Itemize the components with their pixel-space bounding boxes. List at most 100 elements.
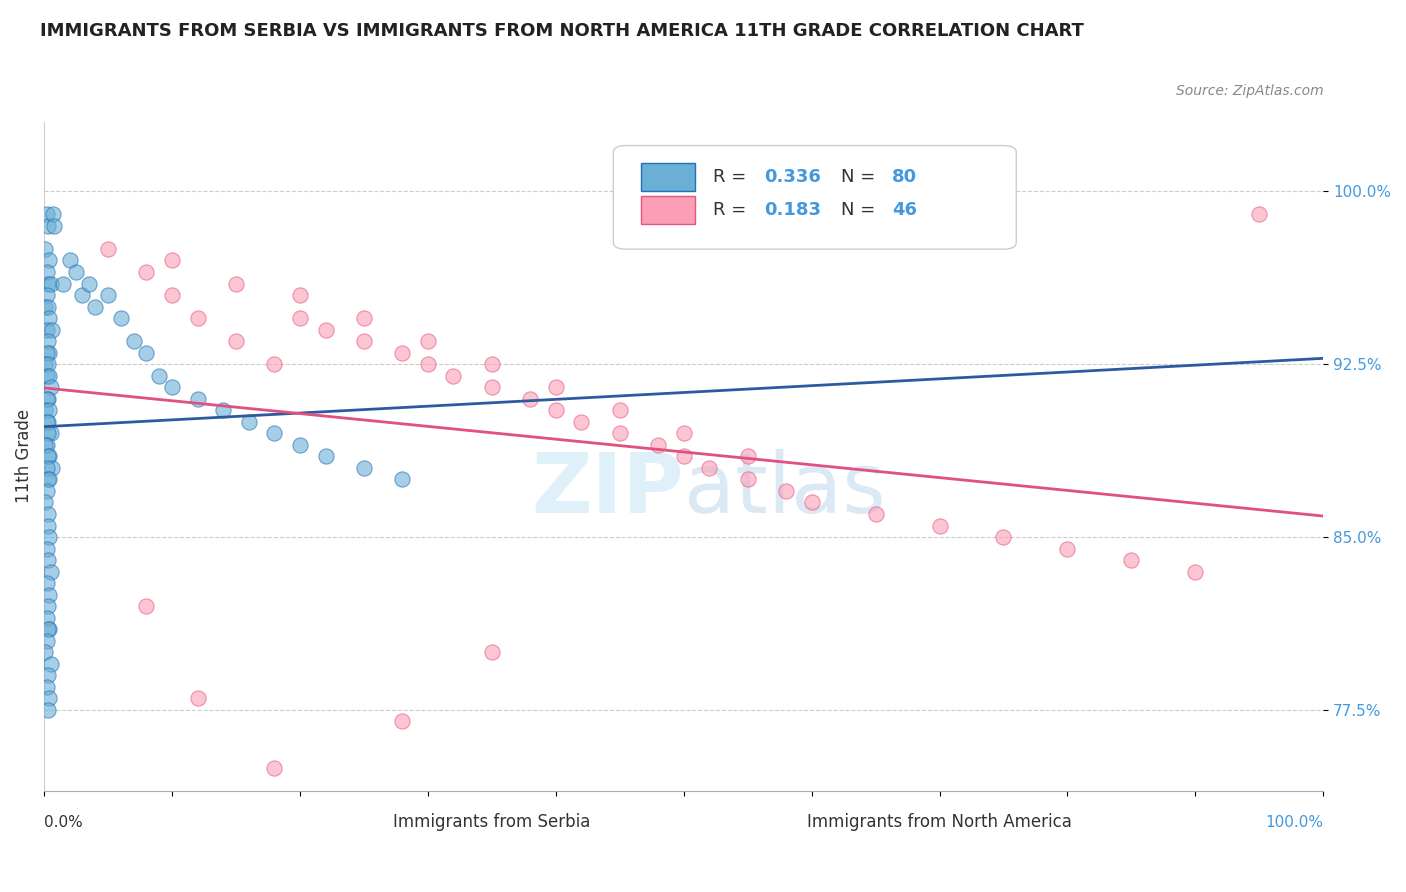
Point	[38, 403, 60, 417]
Point	[609, 426, 631, 441]
Point	[84, 300, 107, 314]
Point	[416, 357, 439, 371]
Point	[35, 265, 58, 279]
Text: N =: N =	[841, 202, 882, 219]
Point	[37, 334, 59, 348]
Point	[35, 392, 58, 406]
Point	[800, 495, 823, 509]
Point	[315, 806, 337, 821]
Point	[544, 403, 567, 417]
Point	[35, 576, 58, 591]
Point	[39, 565, 62, 579]
Point	[212, 403, 235, 417]
Point	[35, 461, 58, 475]
Point	[35, 207, 58, 221]
Point	[187, 311, 209, 326]
Point	[35, 611, 58, 625]
Text: Immigrants from North America: Immigrants from North America	[807, 814, 1071, 831]
Text: R =: R =	[713, 168, 752, 186]
Point	[225, 334, 247, 348]
Point	[160, 380, 183, 394]
Text: 0.0%: 0.0%	[44, 815, 83, 830]
Point	[38, 368, 60, 383]
Point	[37, 703, 59, 717]
Point	[37, 622, 59, 636]
Point	[160, 288, 183, 302]
Point	[187, 392, 209, 406]
FancyBboxPatch shape	[641, 163, 695, 191]
Text: 100.0%: 100.0%	[1265, 815, 1323, 830]
Point	[38, 472, 60, 486]
Text: R =: R =	[713, 202, 752, 219]
Point	[38, 345, 60, 359]
Point	[225, 277, 247, 291]
Point	[39, 657, 62, 671]
Point	[443, 368, 465, 383]
Point	[37, 426, 59, 441]
Point	[37, 668, 59, 682]
Point	[35, 483, 58, 498]
Point	[37, 553, 59, 567]
Point	[41, 323, 63, 337]
Point	[160, 253, 183, 268]
Point	[775, 483, 797, 498]
Point	[187, 691, 209, 706]
FancyBboxPatch shape	[641, 196, 695, 225]
Point	[1121, 553, 1143, 567]
Text: IMMIGRANTS FROM SERBIA VS IMMIGRANTS FROM NORTH AMERICA 11TH GRADE CORRELATION C: IMMIGRANTS FROM SERBIA VS IMMIGRANTS FRO…	[41, 22, 1084, 40]
Point	[37, 450, 59, 464]
Point	[38, 253, 60, 268]
Point	[737, 450, 759, 464]
Point	[37, 392, 59, 406]
Point	[122, 334, 145, 348]
Point	[38, 530, 60, 544]
Point	[391, 714, 413, 729]
Point	[238, 415, 260, 429]
Point	[35, 345, 58, 359]
Point	[42, 207, 65, 221]
FancyBboxPatch shape	[613, 145, 1017, 249]
Point	[928, 518, 950, 533]
Point	[110, 311, 132, 326]
Point	[672, 450, 695, 464]
Point	[39, 380, 62, 394]
Point	[353, 311, 375, 326]
Point	[44, 219, 66, 233]
Point	[391, 345, 413, 359]
Point	[135, 345, 157, 359]
Point	[135, 599, 157, 614]
Point	[1056, 541, 1078, 556]
Point	[35, 415, 58, 429]
Point	[288, 438, 311, 452]
Point	[35, 633, 58, 648]
Point	[59, 253, 82, 268]
Point	[416, 334, 439, 348]
Point	[65, 265, 87, 279]
Text: Source: ZipAtlas.com: Source: ZipAtlas.com	[1175, 85, 1323, 98]
Point	[353, 461, 375, 475]
Point	[609, 403, 631, 417]
Point	[34, 438, 56, 452]
Point	[35, 541, 58, 556]
Point	[38, 691, 60, 706]
Text: N =: N =	[841, 168, 882, 186]
Text: ZIP: ZIP	[531, 450, 683, 531]
Point	[288, 288, 311, 302]
Point	[37, 518, 59, 533]
Point	[97, 288, 120, 302]
Point	[263, 426, 285, 441]
Point	[37, 357, 59, 371]
Point	[135, 265, 157, 279]
Point	[569, 415, 592, 429]
Point	[263, 357, 285, 371]
Point	[315, 450, 337, 464]
Point	[288, 311, 311, 326]
Point	[37, 277, 59, 291]
Point	[37, 300, 59, 314]
Point	[34, 403, 56, 417]
Point	[37, 219, 59, 233]
Point	[52, 277, 75, 291]
Point	[148, 368, 170, 383]
Point	[481, 380, 503, 394]
Point	[353, 334, 375, 348]
